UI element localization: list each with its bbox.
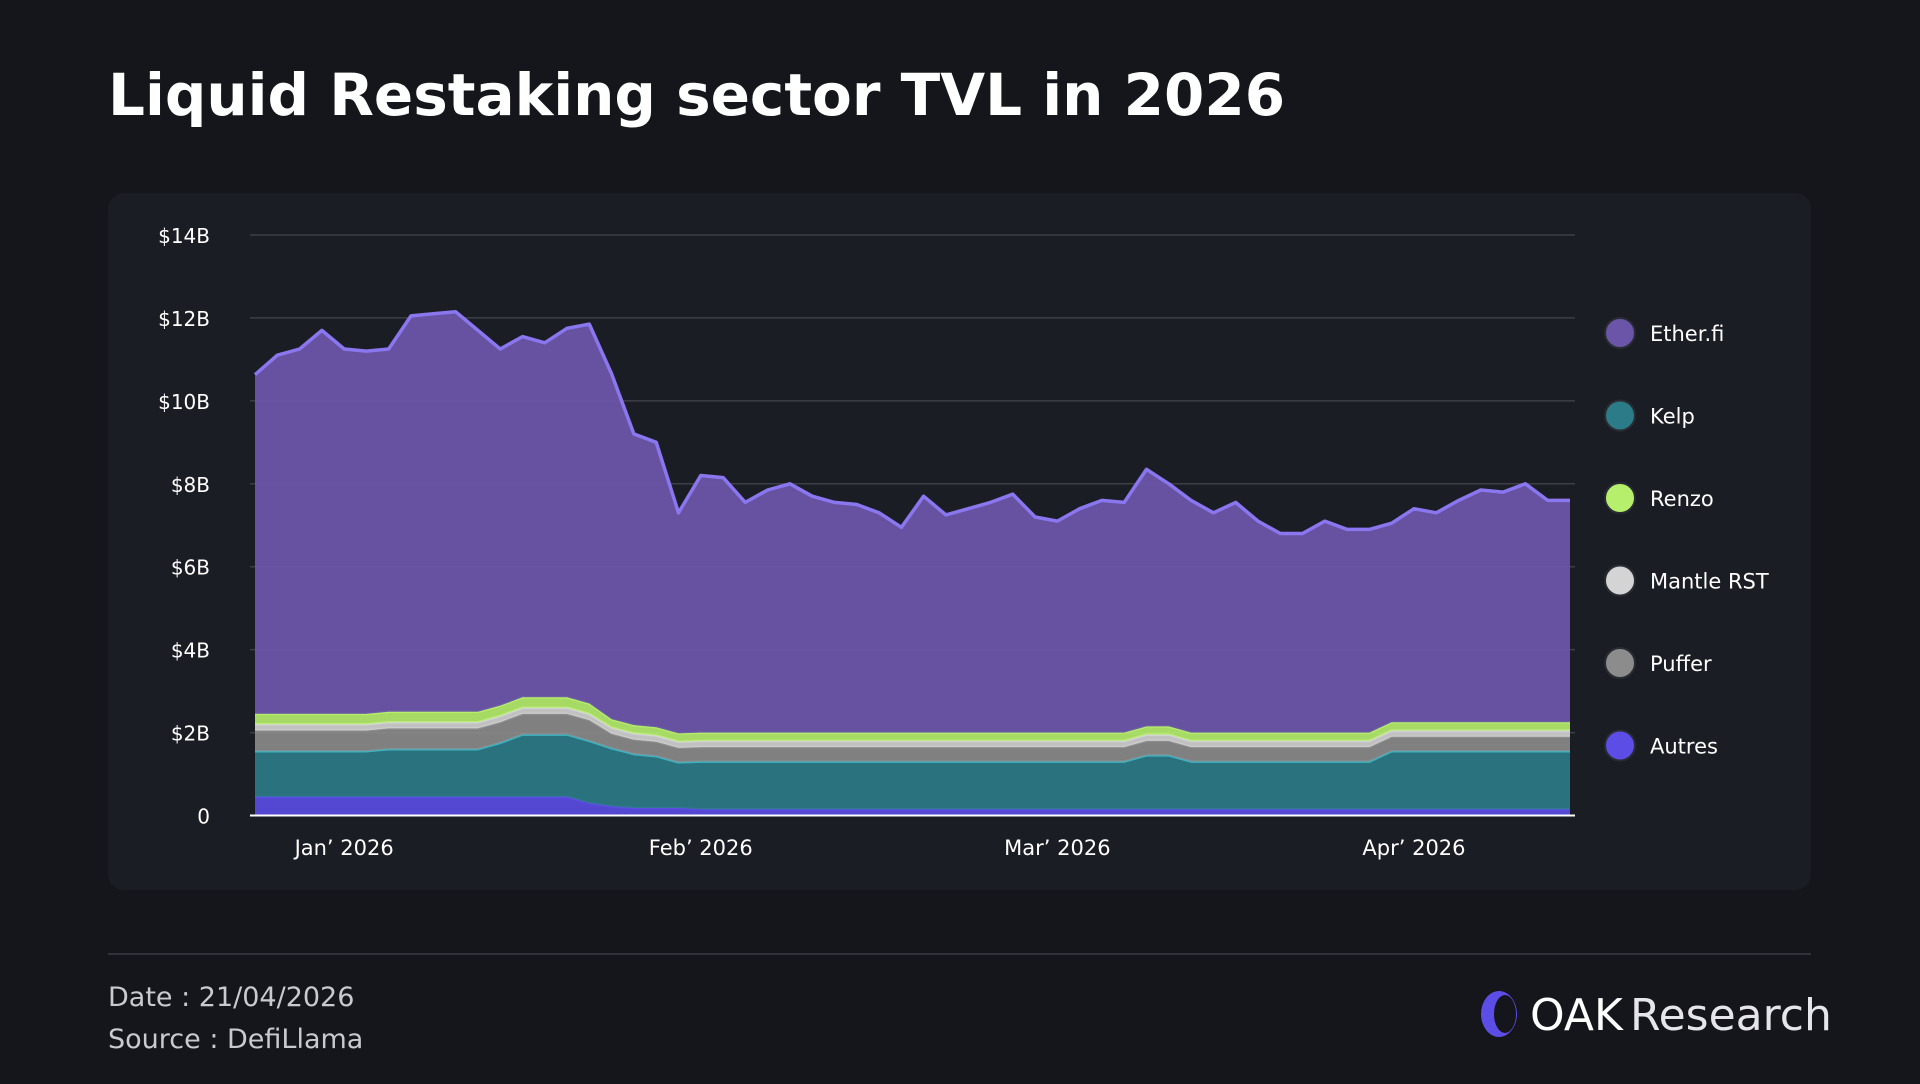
area [255, 697, 1570, 742]
x-tick-label: Jan’ 2026 [293, 836, 394, 860]
area [255, 796, 1570, 816]
x-tick-label: Apr’ 2026 [1362, 836, 1465, 860]
brand-name: OAK [1530, 990, 1624, 1041]
legend-swatch [1604, 317, 1636, 349]
legend-label: Puffer [1650, 652, 1712, 676]
area [255, 713, 1570, 763]
x-tick-label: Feb’ 2026 [649, 836, 753, 860]
x-tick-label: Mar’ 2026 [1004, 836, 1110, 860]
legend-label: Ether.fi [1650, 322, 1724, 346]
area [255, 734, 1570, 810]
footer-date: Date : 21/04/2026 [108, 982, 354, 1013]
logo-mark-inner [1494, 995, 1516, 1033]
legend-label: Kelp [1650, 405, 1695, 429]
y-tick-label: $2B [171, 722, 210, 746]
area [255, 311, 1570, 734]
legend-swatch [1604, 482, 1636, 514]
legend-label: Mantle RST [1650, 570, 1769, 594]
legend-swatch [1604, 729, 1636, 762]
legend-label: Renzo [1650, 487, 1714, 511]
y-tick-label: $6B [171, 556, 210, 580]
y-tick-label: $14B [158, 224, 210, 248]
legend-swatch [1604, 564, 1636, 597]
y-tick-label: 0 [197, 805, 210, 829]
y-tick-label: $12B [158, 307, 210, 331]
y-tick-label: $8B [171, 473, 210, 497]
area [255, 707, 1570, 748]
legend-swatch [1604, 647, 1636, 679]
footer-source: Source : DefiLlama [108, 1024, 363, 1055]
y-tick-label: $4B [171, 639, 210, 663]
legend-label: Autres [1650, 735, 1718, 759]
brand-sub: Research [1630, 990, 1832, 1041]
legend-swatch [1604, 399, 1636, 432]
area-edge [253, 309, 1570, 536]
chart-title: Liquid Restaking sector TVL in 2026 [108, 61, 1285, 129]
y-tick-label: $10B [158, 390, 210, 414]
plot: 0 $2B $4B $6B $8B $10B $12B $14B Jan’ 2026 Feb’ 2… [158, 224, 1769, 860]
brand-logo: OAK Research [1481, 990, 1832, 1041]
